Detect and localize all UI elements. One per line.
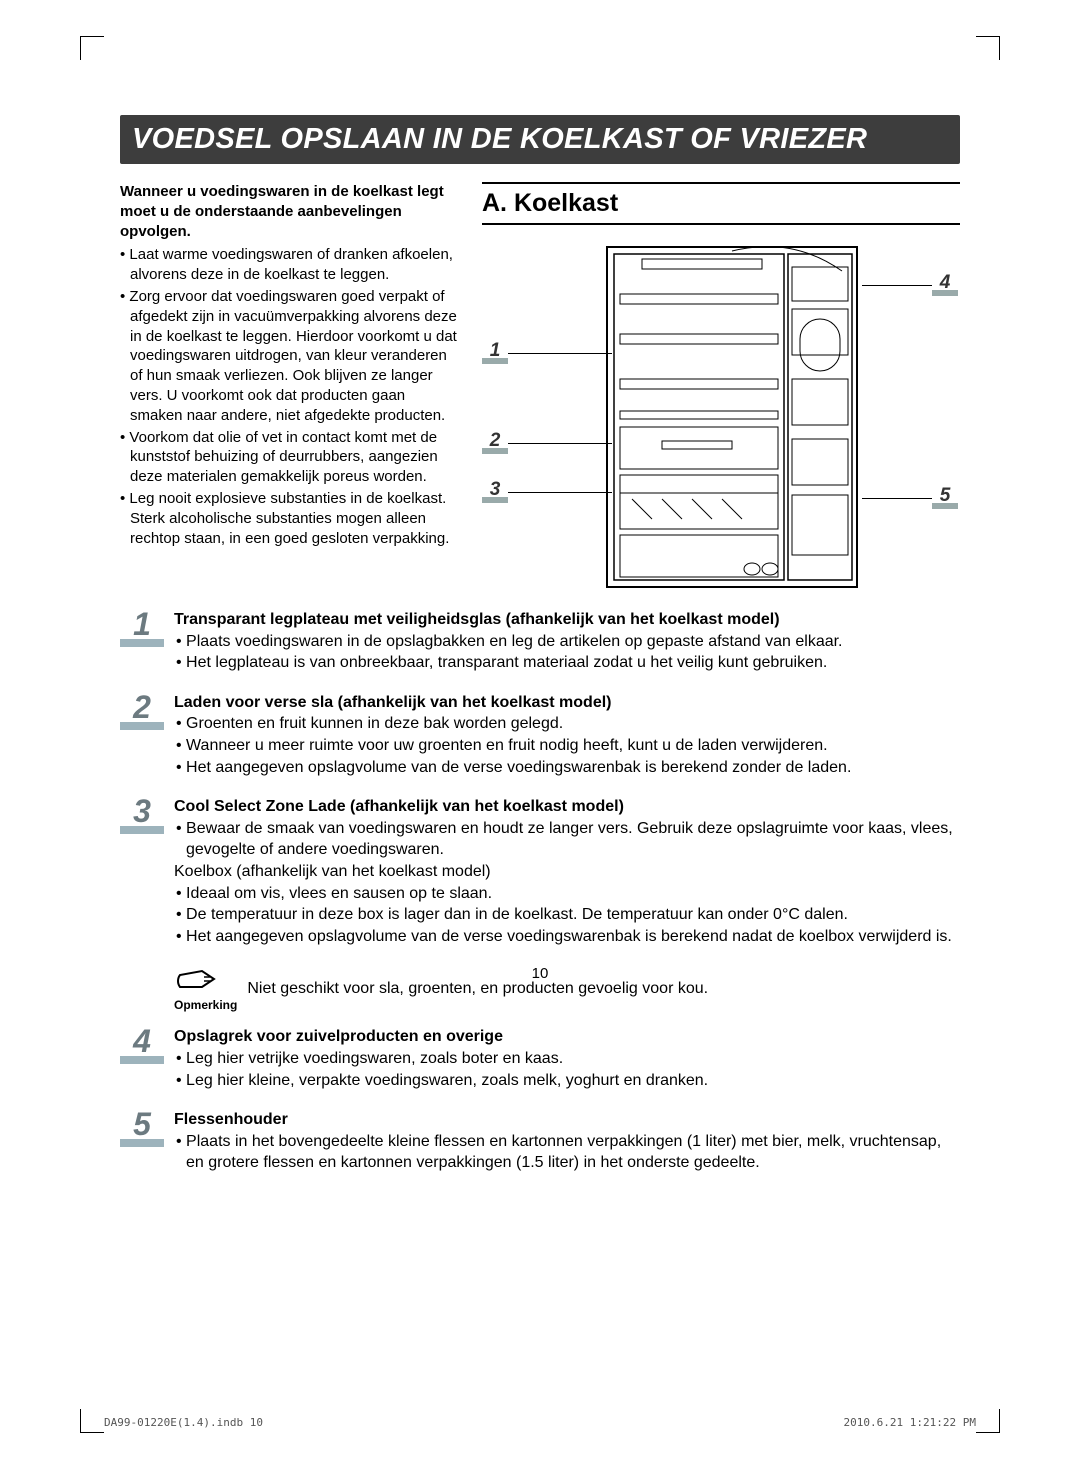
two-column-layout: Wanneer u voedingswaren in de koelkast l… xyxy=(120,182,960,599)
bullet: • Groenten en fruit kunnen in deze bak w… xyxy=(174,713,960,735)
bullet: • De temperatuur in deze box is lager da… xyxy=(174,904,960,926)
crop-mark xyxy=(976,36,1000,60)
note-text: Niet geschikt voor sla, groenten, en pro… xyxy=(247,980,708,998)
section-item: 5 Flessenhouder • Plaats in het bovenged… xyxy=(120,1109,960,1174)
callout-line xyxy=(508,492,612,493)
intro-text: Wanneer u voedingswaren in de koelkast l… xyxy=(120,182,460,241)
callout-line xyxy=(508,353,612,354)
bullet: • Bewaar de smaak van voedingswaren en h… xyxy=(174,818,960,861)
crop-mark xyxy=(80,1409,104,1433)
page-number: 10 xyxy=(120,965,960,982)
section-title: Laden voor verse sla (afhankelijk van he… xyxy=(174,692,960,714)
callout-3: 3 xyxy=(482,481,612,503)
print-footer: DA99-01220E(1.4).indb 10 2010.6.21 1:21:… xyxy=(104,1416,976,1429)
page-content: VOEDSEL OPSLAAN IN DE KOELKAST OF VRIEZE… xyxy=(120,115,960,1192)
callout-1: 1 xyxy=(482,342,612,364)
bullet: • Voorkom dat olie of vet in contact kom… xyxy=(120,428,460,487)
callout-4: 4 xyxy=(862,274,958,296)
fridge-diagram: 1 2 3 4 5 xyxy=(482,239,960,599)
section-item: 2 Laden voor verse sla (afhankelijk van … xyxy=(120,692,960,778)
bullet: • Laat warme voedingswaren of dranken af… xyxy=(120,245,460,285)
fridge-svg xyxy=(602,239,862,589)
callout-line xyxy=(862,498,932,499)
callout-2: 2 xyxy=(482,432,612,454)
section-item: 3 Cool Select Zone Lade (afhankelijk van… xyxy=(120,796,960,947)
bullet: • Zorg ervoor dat voedingswaren goed ver… xyxy=(120,287,460,426)
bullet: • Ideaal om vis, vlees en sausen op te s… xyxy=(174,883,960,905)
bullet: • Het aangegeven opslagvolume van de ver… xyxy=(174,926,960,948)
diagram-label: 5 xyxy=(932,487,958,509)
section-title: Opslagrek voor zuivelproducten en overig… xyxy=(174,1026,960,1048)
section-title: Transparant legplateau met veiligheidsgl… xyxy=(174,609,960,631)
section-heading: A. Koelkast xyxy=(482,182,960,225)
diagram-label: 3 xyxy=(482,481,508,503)
right-column: A. Koelkast xyxy=(482,182,960,599)
bullet: • Leg hier vetrijke voedingswaren, zoals… xyxy=(174,1048,960,1070)
crop-mark xyxy=(976,1409,1000,1433)
section-body: Opslagrek voor zuivelproducten en overig… xyxy=(174,1026,960,1091)
subheading: Koelbox (afhankelijk van het koelkast mo… xyxy=(174,861,960,883)
print-left: DA99-01220E(1.4).indb 10 xyxy=(104,1416,263,1429)
bullet: • Plaats in het bovengedeelte kleine fle… xyxy=(174,1131,960,1174)
section-item: 1 Transparant legplateau met veiligheids… xyxy=(120,609,960,674)
section-body: Transparant legplateau met veiligheidsgl… xyxy=(174,609,960,674)
bullet: • Leg nooit explosieve substanties in de… xyxy=(120,489,460,548)
crop-mark xyxy=(80,36,104,60)
numbered-sections: 1 Transparant legplateau met veiligheids… xyxy=(120,609,960,1174)
section-number: 3 xyxy=(120,796,164,834)
section-number: 4 xyxy=(120,1026,164,1064)
section-number: 2 xyxy=(120,692,164,730)
callout-line xyxy=(862,285,932,286)
section-body: Cool Select Zone Lade (afhankelijk van h… xyxy=(174,796,960,947)
print-right: 2010.6.21 1:21:22 PM xyxy=(844,1416,976,1429)
diagram-label: 4 xyxy=(932,274,958,296)
section-body: Laden voor verse sla (afhankelijk van he… xyxy=(174,692,960,778)
note-label: Opmerking xyxy=(174,998,237,1012)
section-item: 4 Opslagrek voor zuivelproducten en over… xyxy=(120,1026,960,1091)
bullet: • Het legplateau is van onbreekbaar, tra… xyxy=(174,652,960,674)
bullet: • Plaats voedingswaren in de opslagbakke… xyxy=(174,631,960,653)
callout-5: 5 xyxy=(862,487,958,509)
callout-line xyxy=(508,443,612,444)
section-title: Flessenhouder xyxy=(174,1109,960,1131)
page-title-banner: VOEDSEL OPSLAAN IN DE KOELKAST OF VRIEZE… xyxy=(120,115,960,164)
bullet: • Het aangegeven opslagvolume van de ver… xyxy=(174,757,960,779)
diagram-label: 2 xyxy=(482,432,508,454)
left-column: Wanneer u voedingswaren in de koelkast l… xyxy=(120,182,460,599)
section-number: 5 xyxy=(120,1109,164,1147)
section-number: 1 xyxy=(120,609,164,647)
bullet: • Wanneer u meer ruimte voor uw groenten… xyxy=(174,735,960,757)
section-body: Flessenhouder • Plaats in het bovengedee… xyxy=(174,1109,960,1174)
bullet: • Leg hier kleine, verpakte voedingsware… xyxy=(174,1070,960,1092)
diagram-label: 1 xyxy=(482,342,508,364)
section-title: Cool Select Zone Lade (afhankelijk van h… xyxy=(174,796,960,818)
